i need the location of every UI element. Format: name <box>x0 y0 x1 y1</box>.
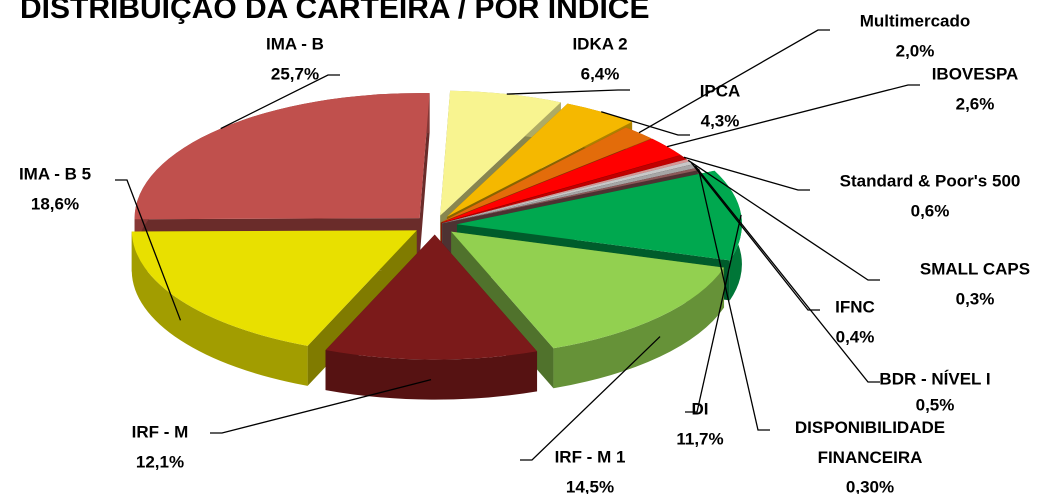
slice-label: IDKA 2 <box>572 34 627 53</box>
slice <box>441 155 687 224</box>
value-label: 14,5% <box>566 477 614 494</box>
slice <box>134 93 430 220</box>
leader-line <box>210 379 432 434</box>
leader-line <box>506 89 630 95</box>
value-label: 2,6% <box>956 94 995 113</box>
slice-label: Multimercado <box>860 11 971 30</box>
slice <box>441 159 690 224</box>
slice <box>456 170 742 261</box>
value-label: 2,0% <box>896 41 935 60</box>
slice-label: BDR - NÍVEL I <box>879 369 990 388</box>
leader-line <box>690 162 820 311</box>
slice-label: IMA - B 5 <box>19 164 91 183</box>
leader-line <box>685 214 742 413</box>
leader-line <box>697 168 770 431</box>
slice-label: IMA - B <box>266 34 324 53</box>
slice-label: DISPONIBILIDADE FINANCEIRA <box>794 418 946 467</box>
value-label: 11,7% <box>676 429 723 448</box>
slice <box>440 127 652 223</box>
value-label: 0,6% <box>911 201 950 220</box>
slice-label: Standard & Poor's 500 <box>840 171 1021 190</box>
leader-line <box>220 74 340 130</box>
leader-line <box>115 179 182 321</box>
slice <box>451 231 725 349</box>
slice-label: IBOVESPA <box>932 64 1019 83</box>
slice <box>441 138 681 223</box>
value-label: 25,7% <box>271 64 319 83</box>
slice <box>446 103 633 217</box>
slice <box>440 90 561 216</box>
slice-label: IRF - M 1 <box>555 447 626 466</box>
value-label: 0,3% <box>956 289 995 308</box>
value-label: 4,3% <box>701 111 740 130</box>
slice-side <box>131 231 308 386</box>
slice-side <box>325 350 538 400</box>
label-box: DISPONIBILIDADE FINANCEIRA <box>794 418 946 467</box>
value-label: 18,6% <box>31 194 79 213</box>
slice <box>131 230 417 346</box>
slice-label: IPCA <box>700 81 741 100</box>
slice-label: IRF - M <box>132 422 189 441</box>
value-label: 0,30% <box>846 477 894 494</box>
leader-line <box>694 165 880 383</box>
value-label: 12,1% <box>136 452 184 471</box>
slice-label: SMALL CAPS <box>920 259 1030 278</box>
slice-label: DI <box>692 399 709 418</box>
slice <box>325 234 538 360</box>
slice <box>441 161 694 224</box>
slice-label: IFNC <box>835 297 875 316</box>
chart-title: DISTRIBUIÇÃO DA CARTEIRA / POR ÍNDICE <box>20 0 649 25</box>
leader-line <box>601 111 690 136</box>
leader-line <box>683 156 810 191</box>
leader-line <box>687 159 880 281</box>
slice <box>442 167 700 224</box>
leader-line <box>638 29 830 134</box>
slice-side <box>553 267 725 389</box>
value-label: 0,4% <box>836 327 875 346</box>
leader-line <box>666 84 920 148</box>
leader-line <box>520 336 661 461</box>
value-label: 0,5% <box>916 395 955 414</box>
slice <box>442 164 698 224</box>
value-label: 6,4% <box>581 64 620 83</box>
